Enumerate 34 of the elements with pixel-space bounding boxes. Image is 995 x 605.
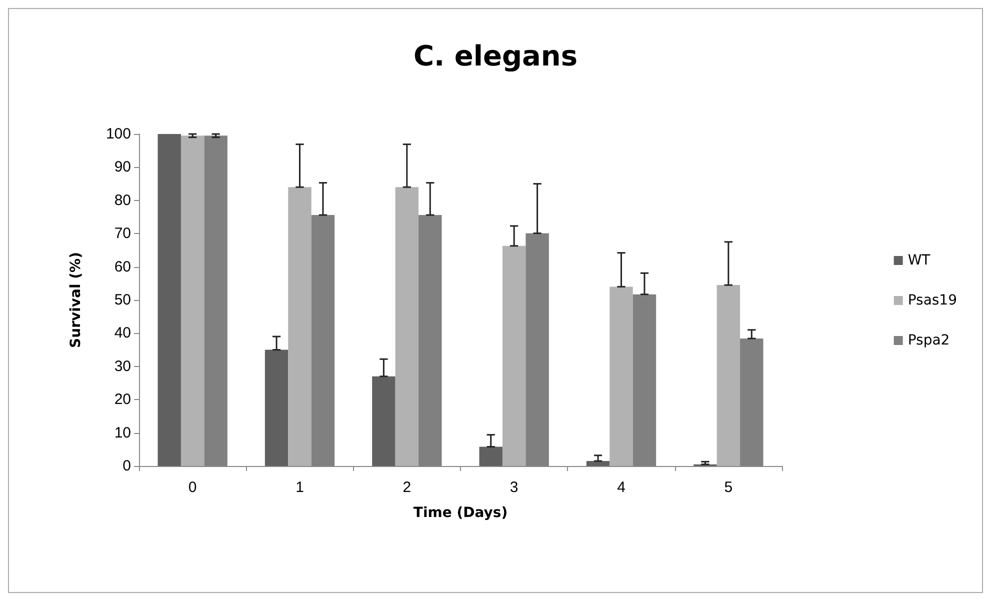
y-tick-label: 40 bbox=[114, 324, 131, 342]
y-tick-label: 30 bbox=[114, 358, 131, 375]
y-tick-label: 60 bbox=[114, 258, 131, 276]
bar bbox=[372, 376, 396, 466]
x-tick-label: 3 bbox=[510, 479, 518, 496]
bar bbox=[180, 136, 204, 466]
legend-label: Pspa2 bbox=[908, 332, 950, 348]
bar bbox=[264, 350, 288, 466]
x-tick-label: 0 bbox=[188, 479, 197, 496]
x-tick-label: 2 bbox=[402, 479, 412, 496]
bar bbox=[502, 246, 526, 466]
chart-title: C. elegans bbox=[413, 40, 578, 72]
y-tick-label: 80 bbox=[114, 192, 131, 209]
bar bbox=[395, 187, 419, 466]
y-tick-label: 0 bbox=[122, 458, 131, 474]
legend-label: WT bbox=[908, 252, 931, 268]
y-axis-title: Survival (%) bbox=[68, 252, 84, 348]
x-tick-label: 4 bbox=[617, 479, 626, 496]
y-tick-label: 10 bbox=[114, 424, 131, 442]
y-tick-label: 70 bbox=[114, 225, 131, 242]
bar bbox=[586, 461, 610, 466]
bar bbox=[288, 187, 312, 466]
legend-label: Psas19 bbox=[908, 292, 958, 308]
x-axis-title: Time (Days) bbox=[413, 505, 508, 521]
y-tick-label: 50 bbox=[114, 292, 131, 308]
x-tick-label: 5 bbox=[724, 479, 733, 496]
x-tick-label: 1 bbox=[296, 479, 304, 496]
bar bbox=[158, 134, 181, 466]
y-tick-label: 20 bbox=[114, 391, 131, 408]
bar bbox=[610, 286, 633, 466]
y-tick-label: 100 bbox=[106, 126, 131, 142]
bar bbox=[479, 446, 502, 466]
bar bbox=[716, 285, 740, 466]
y-tick-label: 90 bbox=[114, 158, 131, 176]
